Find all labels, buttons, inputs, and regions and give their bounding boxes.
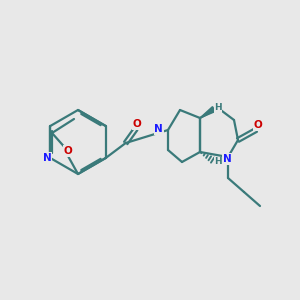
- Text: N: N: [223, 154, 231, 164]
- Text: O: O: [132, 119, 141, 129]
- Text: H: H: [214, 158, 222, 166]
- Text: H: H: [214, 103, 222, 112]
- Text: N: N: [154, 124, 163, 134]
- Text: O: O: [64, 146, 72, 156]
- Text: O: O: [254, 120, 262, 130]
- Polygon shape: [200, 106, 215, 118]
- Text: N: N: [43, 153, 52, 163]
